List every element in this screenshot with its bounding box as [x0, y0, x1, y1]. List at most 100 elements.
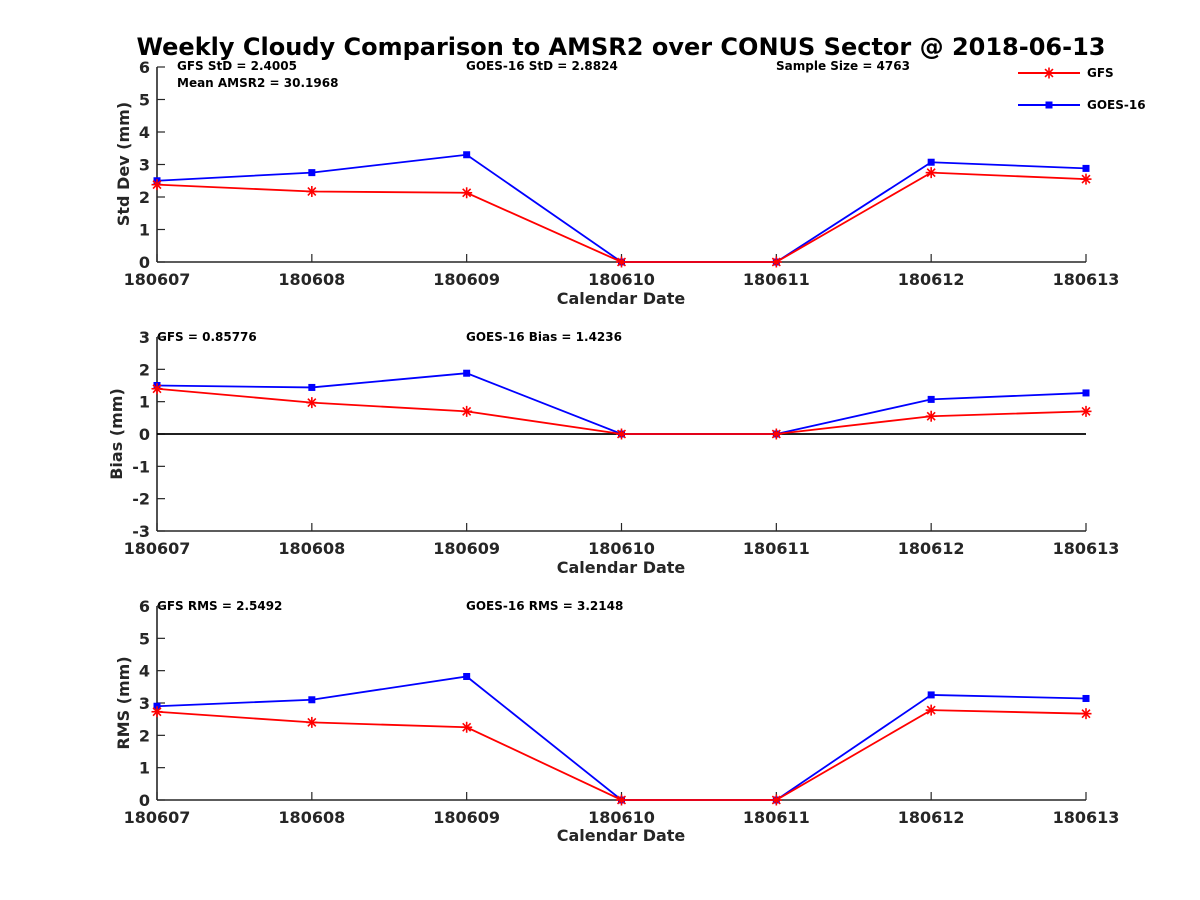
data-point-goes16 — [1082, 389, 1090, 397]
figure-title: Weekly Cloudy Comparison to AMSR2 over C… — [137, 33, 1106, 61]
x-tick-label: 180609 — [433, 539, 500, 558]
data-point-goes16 — [927, 395, 935, 403]
series-line-gfs — [156, 387, 1087, 435]
annotation-gfs-std: GFS StD = 2.4005 — [177, 59, 297, 73]
data-point-goes16 — [927, 158, 935, 166]
data-point-gfs — [616, 428, 627, 440]
data-point-gfs — [306, 716, 318, 728]
x-tick-label: 180612 — [898, 808, 965, 827]
data-point-gfs — [461, 405, 473, 417]
y-tick-label: 1 — [139, 393, 150, 412]
x-tick-label: 180607 — [124, 539, 191, 558]
data-point-goes16 — [927, 691, 935, 699]
annotation-mean-amsr2: Mean AMSR2 = 30.1968 — [177, 76, 338, 90]
y-tick-label: 2 — [139, 188, 150, 207]
annotation-goes16-std: GOES-16 StD = 2.8824 — [466, 59, 618, 73]
data-point-goes16 — [308, 169, 316, 177]
data-point-gfs — [306, 397, 318, 409]
series-line-gfs — [156, 709, 1087, 801]
legend-gfs-label: GFS — [1087, 66, 1114, 80]
data-point-gfs — [1080, 173, 1092, 185]
series-line-goes16 — [156, 372, 1087, 435]
x-tick-label: 180613 — [1053, 539, 1120, 558]
data-point-goes16 — [1082, 694, 1090, 702]
data-point-gfs — [925, 410, 937, 422]
x-tick-label: 180612 — [898, 539, 965, 558]
y-tick-label: 3 — [139, 156, 150, 175]
data-point-gfs — [925, 167, 937, 179]
x-tick-label: 180611 — [743, 270, 810, 289]
y-tick-label: 2 — [139, 360, 150, 379]
rms-panel: GFS RMS = 2.5492 GOES-16 RMS = 3.2148 Ca… — [114, 597, 1119, 845]
x-tick-label: 180612 — [898, 270, 965, 289]
data-point-gfs — [616, 256, 627, 268]
y-tick-label: 1 — [139, 221, 150, 240]
data-point-gfs — [770, 256, 782, 268]
data-point-gfs — [151, 179, 163, 191]
data-point-gfs — [1080, 708, 1092, 720]
data-point-gfs — [1080, 405, 1092, 417]
y-tick-label: 3 — [139, 328, 150, 347]
y-tick-label: -1 — [132, 457, 150, 476]
x-tick-label: 180608 — [278, 270, 345, 289]
legend-marker-goes16 — [1045, 101, 1053, 109]
y-tick-label: 5 — [139, 91, 150, 110]
x-axis-label: Calendar Date — [557, 289, 686, 308]
y-tick-label: 4 — [139, 123, 150, 142]
y-tick-label: 0 — [139, 791, 150, 810]
x-tick-label: 180610 — [588, 539, 655, 558]
y-tick-label: 2 — [139, 726, 150, 745]
legend-marker-gfs — [1043, 67, 1055, 79]
data-point-gfs — [461, 187, 473, 199]
x-tick-label: 180609 — [433, 270, 500, 289]
annotation-gfs-rms: GFS RMS = 2.5492 — [157, 599, 282, 613]
y-tick-label: 1 — [139, 759, 150, 778]
data-point-goes16 — [1082, 164, 1090, 172]
data-point-goes16 — [308, 696, 316, 704]
data-point-goes16 — [308, 383, 316, 391]
std-dev-panel: GFS StD = 2.4005 Mean AMSR2 = 30.1968 GO… — [114, 58, 1119, 308]
annotation-gfs-bias: GFS = 0.85776 — [157, 330, 257, 344]
y-tick-label: 3 — [139, 694, 150, 713]
series-line-goes16 — [156, 675, 1087, 801]
annotation-goes16-bias: GOES-16 Bias = 1.4236 — [466, 330, 622, 344]
data-point-gfs — [151, 383, 163, 395]
data-point-gfs — [925, 704, 937, 716]
x-tick-label: 180611 — [743, 808, 810, 827]
y-axis-label: Bias (mm) — [107, 388, 126, 480]
x-tick-label: 180609 — [433, 808, 500, 827]
legend: GFS GOES-16 — [1018, 66, 1146, 112]
data-point-gfs — [770, 428, 782, 440]
data-point-goes16 — [463, 369, 471, 377]
annotation-goes16-rms: GOES-16 RMS = 3.2148 — [466, 599, 623, 613]
x-tick-label: 180613 — [1053, 808, 1120, 827]
data-point-gfs — [616, 794, 627, 806]
y-tick-label: -2 — [132, 490, 150, 509]
x-axis-label: Calendar Date — [557, 826, 686, 845]
x-tick-label: 180610 — [588, 270, 655, 289]
y-tick-label: -3 — [132, 522, 150, 541]
x-tick-label: 180607 — [124, 808, 191, 827]
x-tick-label: 180610 — [588, 808, 655, 827]
legend-goes16-marker — [1045, 101, 1053, 109]
y-axis-label: Std Dev (mm) — [114, 102, 133, 226]
data-point-gfs — [461, 721, 473, 733]
y-tick-label: 0 — [139, 425, 150, 444]
series-line-gfs — [156, 171, 1087, 263]
x-tick-label: 180613 — [1053, 270, 1120, 289]
y-tick-label: 6 — [139, 58, 150, 77]
x-axis-label: Calendar Date — [557, 558, 686, 577]
y-axis-label: RMS (mm) — [114, 656, 133, 749]
data-point-gfs — [306, 185, 318, 197]
legend-goes16-label: GOES-16 — [1087, 98, 1146, 112]
data-point-goes16 — [463, 672, 471, 680]
bias-panel: GFS = 0.85776 GOES-16 Bias = 1.4236 Cale… — [107, 328, 1119, 577]
y-tick-label: 4 — [139, 662, 150, 681]
annotation-sample-size: Sample Size = 4763 — [776, 59, 910, 73]
y-tick-label: 5 — [139, 629, 150, 648]
y-tick-label: 0 — [139, 253, 150, 272]
x-tick-label: 180607 — [124, 270, 191, 289]
x-tick-label: 180608 — [278, 808, 345, 827]
data-point-goes16 — [463, 151, 471, 159]
